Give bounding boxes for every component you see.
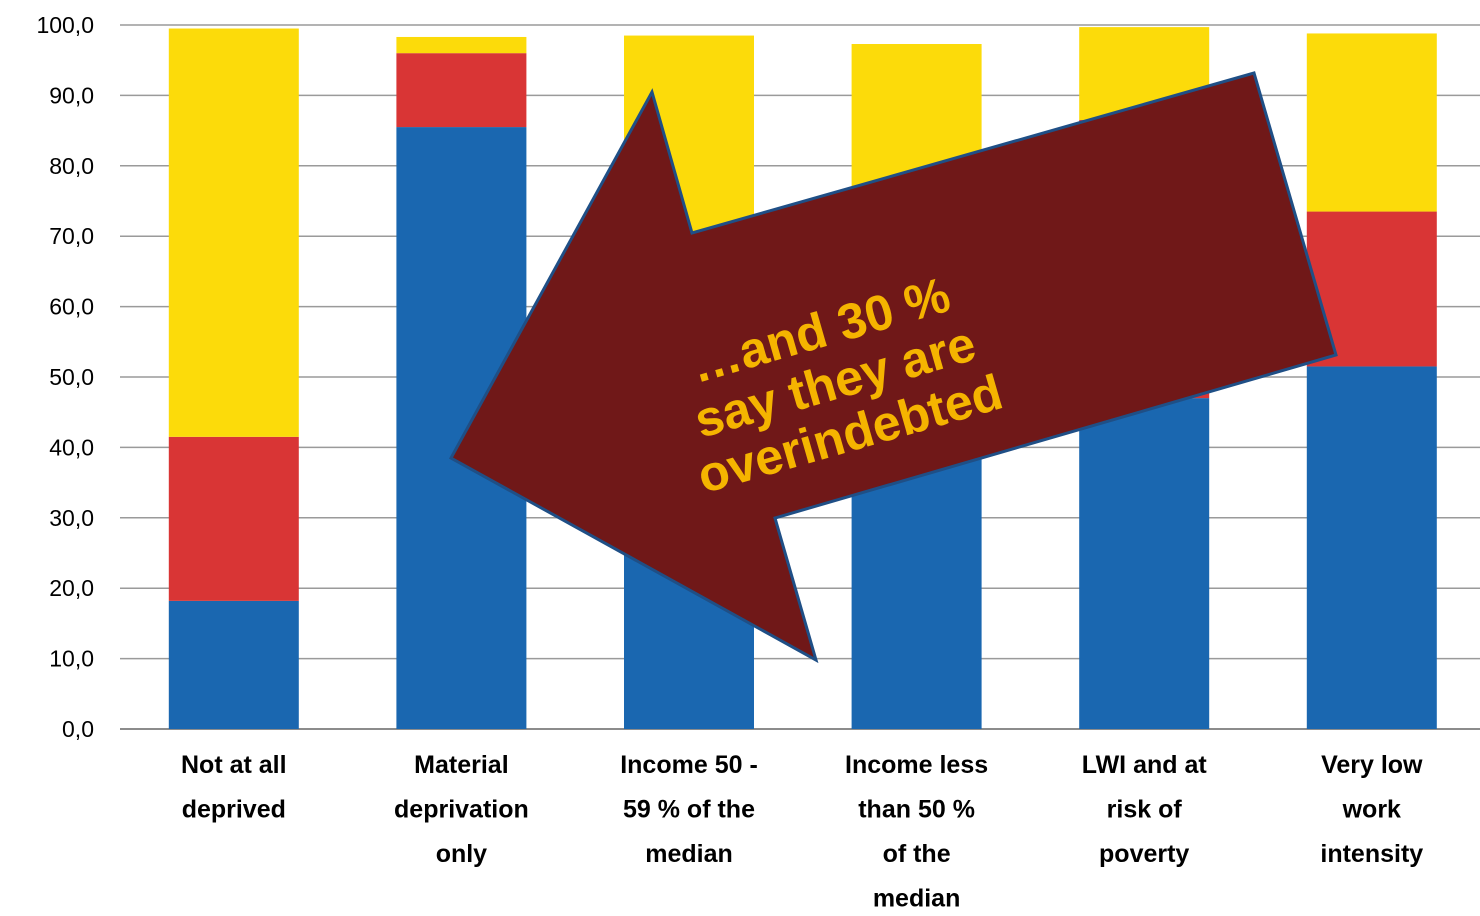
y-tick-label: 50,0 (49, 364, 94, 390)
x-category-label-line: intensity (1320, 840, 1423, 868)
y-tick-label: 90,0 (49, 82, 94, 108)
y-tick-label: 30,0 (49, 505, 94, 531)
bar-segment (1306, 33, 1437, 212)
x-category-label-line: 59 % of the (623, 796, 755, 824)
bar-segment (396, 53, 527, 128)
y-tick-label: 0,0 (62, 716, 94, 742)
x-category-label-line: Income 50 - (620, 751, 758, 779)
x-category-label-line: than 50 % (858, 796, 975, 824)
y-tick-label: 40,0 (49, 434, 94, 460)
x-category-label-line: Material (414, 751, 508, 779)
y-tick-label: 100,0 (36, 12, 94, 38)
x-category-label: Material deprivation only (394, 751, 529, 868)
bar-segment (168, 436, 299, 601)
x-category-label: Income 50 - 59 % of the median (620, 751, 758, 868)
y-tick-label: 80,0 (49, 153, 94, 179)
x-category-label-line: work (1342, 796, 1401, 824)
x-category-label: LWI and at risk of poverty (1082, 751, 1208, 868)
y-axis: 0,0 10,0 20,0 30,0 40,0 50,0 60,0 70,0 80,0 90,0 1… (36, 12, 94, 742)
bar-segment (168, 28, 299, 437)
x-axis: Not at all deprived Material deprivation onl… (181, 751, 1423, 913)
bar-segment (396, 36, 527, 54)
bar-segment (168, 600, 299, 729)
y-tick-label: 20,0 (49, 575, 94, 601)
bar-segment (1079, 398, 1210, 729)
callout: …and 30 %say they areoverindebted (448, 71, 1338, 664)
x-category-label-line: Not at all (181, 751, 287, 779)
x-category-label-line: deprived (182, 796, 286, 824)
x-category-label-line: median (645, 840, 733, 868)
x-category-label-line: risk of (1107, 796, 1183, 824)
y-tick-label: 70,0 (49, 223, 94, 249)
x-category-label-line: median (873, 885, 961, 912)
x-category-label: Not at all deprived (181, 751, 287, 824)
x-category-label-line: only (436, 840, 487, 868)
x-category-label-line: of the (883, 840, 951, 868)
x-category-label-line: LWI and at (1082, 751, 1208, 779)
x-category-label-line: poverty (1099, 840, 1189, 868)
x-category-label: Very low work intensity (1320, 751, 1423, 868)
x-category-label-line: Very low (1321, 751, 1423, 779)
x-category-label-line: Income less (845, 751, 988, 779)
x-category-label-line: deprivation (394, 796, 529, 824)
bar-segment (1306, 366, 1437, 729)
x-category-label: Income less than 50 % of the median (845, 751, 988, 911)
y-tick-label: 10,0 (49, 646, 94, 672)
callout-arrow (448, 71, 1338, 664)
y-tick-label: 60,0 (49, 294, 94, 320)
